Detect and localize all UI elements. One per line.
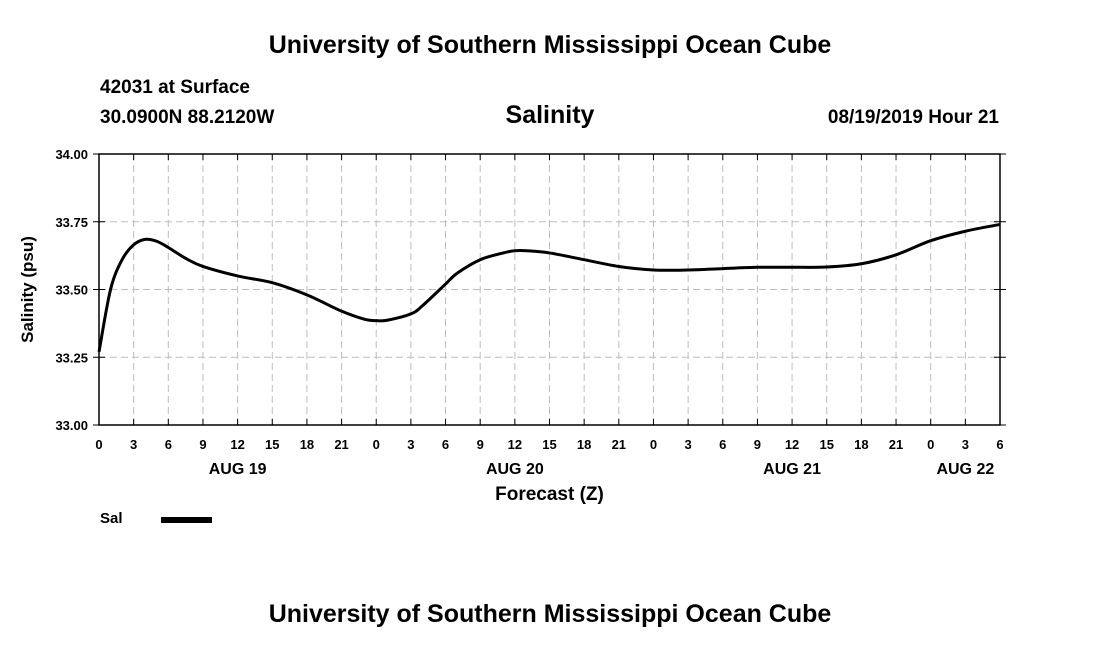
- x-tick-label: 0: [927, 437, 934, 452]
- x-tick-label: 12: [230, 437, 244, 452]
- x-tick-label: 15: [265, 437, 279, 452]
- date-label: AUG 20: [486, 461, 544, 478]
- series: [97, 222, 1001, 353]
- y-tick-label: 33.75: [55, 215, 88, 230]
- x-tick-label: 18: [300, 437, 314, 452]
- x-tick-label: 0: [650, 437, 657, 452]
- footer-title: University of Southern Mississippi Ocean…: [268, 600, 832, 628]
- grid: [99, 154, 1000, 425]
- header-title: University of Southern Mississippi Ocean…: [268, 31, 832, 59]
- x-tick-label: 3: [684, 437, 691, 452]
- x-tick-label: 9: [199, 437, 206, 452]
- x-tick-label: 15: [819, 437, 833, 452]
- x-axis-label: Forecast (Z): [495, 484, 604, 505]
- plot-frame: [98, 153, 1001, 426]
- x-tick-label: 0: [373, 437, 380, 452]
- x-tick-label: 0: [95, 437, 102, 452]
- x-tick-label: 9: [477, 437, 484, 452]
- series-line-sal: [97, 222, 1001, 353]
- x-tick-label: 12: [508, 437, 522, 452]
- station-label: 42031 at Surface: [100, 77, 250, 98]
- x-tick-label: 6: [442, 437, 449, 452]
- x-tick-label: 6: [719, 437, 726, 452]
- date-label: AUG 19: [209, 461, 267, 478]
- y-tick-label: 33.50: [55, 283, 88, 298]
- y-tick-label: 33.25: [55, 350, 88, 365]
- coordinates-label: 30.0900N 88.2120W: [100, 107, 275, 128]
- legend-swatch: [161, 517, 212, 523]
- x-tick-label: 18: [854, 437, 868, 452]
- x-tick-label: 3: [130, 437, 137, 452]
- x-tick-label: 9: [754, 437, 761, 452]
- tick-labels: 0 3 6 9 12 15 18 21 0 3 6 9 12 15 18 21 0 3 6 9 12 15 18 21 0 3 6 3…: [55, 147, 1003, 478]
- forecast-datetime: 08/19/2019 Hour 21: [827, 107, 999, 128]
- date-label: AUG 21: [763, 461, 821, 478]
- x-tick-label: 3: [962, 437, 969, 452]
- y-axis-label: Salinity (psu): [18, 236, 37, 343]
- x-tick-label: 21: [889, 437, 903, 452]
- y-tick-label: 34.00: [55, 147, 88, 162]
- x-tick-label: 21: [612, 437, 626, 452]
- date-label: AUG 22: [936, 461, 994, 478]
- x-tick-label: 6: [996, 437, 1003, 452]
- x-tick-label: 6: [165, 437, 172, 452]
- x-tick-label: 12: [785, 437, 799, 452]
- chart-title: Salinity: [505, 101, 595, 129]
- x-tick-label: 18: [577, 437, 591, 452]
- x-tick-label: 21: [334, 437, 348, 452]
- legend-label: Sal: [100, 510, 123, 527]
- x-tick-label: 3: [407, 437, 414, 452]
- x-tick-label: 15: [542, 437, 556, 452]
- y-tick-label: 33.00: [55, 418, 88, 433]
